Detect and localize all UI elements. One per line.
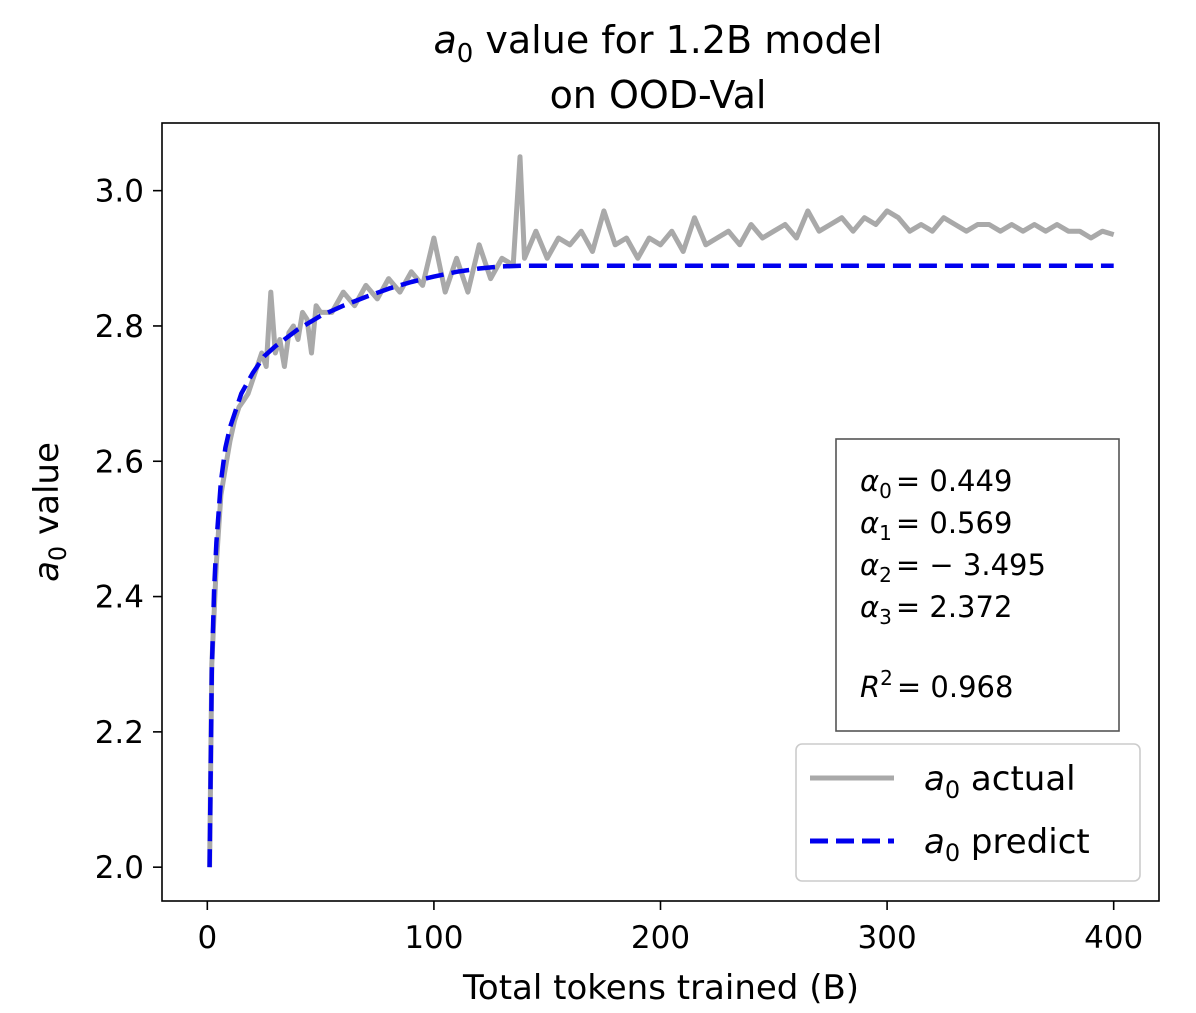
x-tick-label: 300: [858, 920, 917, 956]
fit-parameters-box: α0 = 0.449 α1 = 0.569 α2 = − 3.495 α3 = 2.37…: [835, 438, 1120, 732]
x-axis-label: Total tokens trained (B): [462, 968, 859, 1008]
chart-title-line2: on OOD-Val: [550, 73, 767, 117]
series-predict-line: [207, 263, 1114, 868]
y-tick-label: 2.8: [95, 309, 144, 345]
x-tick-label: 200: [631, 920, 690, 956]
alpha2-label: α2 = − 3.495: [860, 548, 1046, 587]
r-squared-label: R2 = 0.968: [860, 666, 1013, 704]
x-tick-label: 400: [1084, 920, 1143, 956]
plot-frame: [161, 122, 1160, 902]
x-tick-label: 100: [404, 920, 463, 956]
y-axis-label: a0 value: [27, 442, 72, 582]
legend: a0 actual a0 predict: [795, 743, 1141, 882]
y-tick-label: 3.0: [95, 174, 144, 210]
alpha1-label: α1 = 0.569: [860, 506, 1012, 545]
alpha3-label: α3 = 2.372: [860, 590, 1012, 629]
alpha0-label: α0 = 0.449: [860, 464, 1012, 503]
y-tick-label: 2.0: [95, 850, 144, 886]
y-tick-label: 2.4: [95, 580, 144, 616]
legend-actual-label: a0 actual: [924, 759, 1076, 804]
series-actual-line: [207, 154, 1115, 868]
y-tick-label: 2.2: [95, 715, 144, 751]
y-tick-label: 2.6: [95, 444, 144, 480]
axis-ticks: 0 100 200 300 400 2.0 2.2 2.4 2.6 2.8 3.0: [95, 174, 1144, 956]
predict-series-path: [207, 263, 1114, 868]
chart-title-line1: a0 value for 1.2B model: [433, 18, 882, 69]
x-tick-label: 0: [197, 920, 217, 956]
actual-series-path: [207, 154, 1115, 868]
legend-predict-label: a0 predict: [924, 822, 1090, 867]
